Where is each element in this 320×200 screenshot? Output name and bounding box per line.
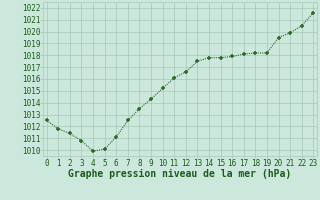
X-axis label: Graphe pression niveau de la mer (hPa): Graphe pression niveau de la mer (hPa) (68, 169, 292, 179)
